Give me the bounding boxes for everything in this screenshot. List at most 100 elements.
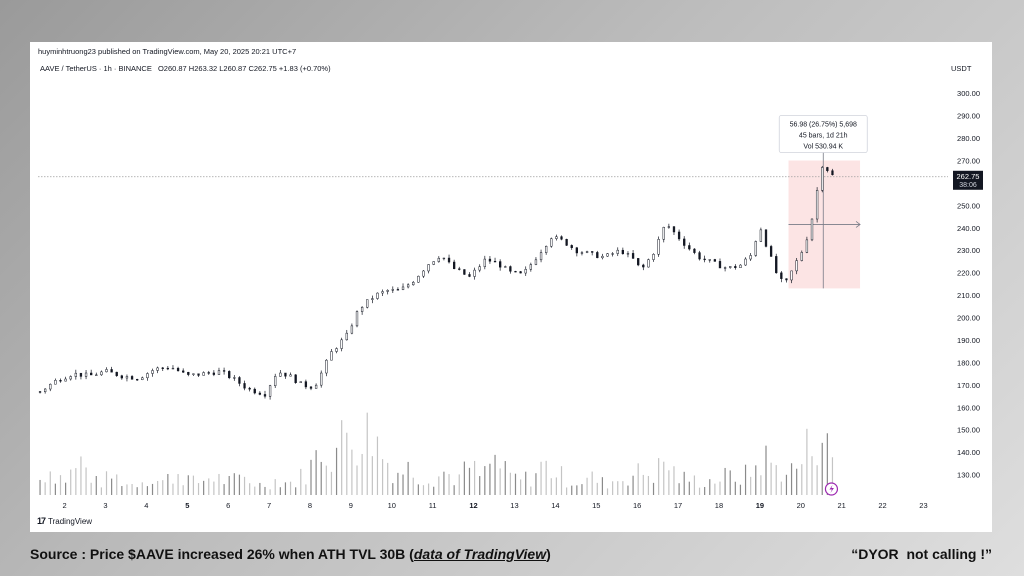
volume-bar bbox=[545, 460, 547, 495]
volume-bar bbox=[412, 477, 414, 495]
time-tick-label: 20 bbox=[797, 501, 805, 510]
volume-bar bbox=[177, 474, 179, 495]
candle-down bbox=[519, 271, 522, 274]
time-axis[interactable]: 2 3 4 5 6 7 8 9 10 11 12 13 14 15 16 17 18 19 20 21 22 23 bbox=[62, 501, 927, 510]
candle-up bbox=[739, 264, 742, 268]
candle-up bbox=[524, 269, 527, 274]
candle-up bbox=[320, 372, 323, 386]
price-tick-label: 190.00 bbox=[957, 336, 980, 345]
candle-down bbox=[228, 371, 231, 379]
volume-bar bbox=[596, 482, 598, 495]
time-tick-label: 16 bbox=[633, 501, 641, 510]
volume-bar bbox=[70, 469, 72, 495]
tradingview-logo[interactable]: 17 TradingView bbox=[37, 516, 92, 526]
volume-bar bbox=[443, 471, 445, 495]
candle-up bbox=[44, 388, 47, 393]
candle-up bbox=[723, 267, 727, 269]
volume-bar bbox=[397, 472, 399, 495]
price-axis[interactable]: 300.00290.00280.00270.00260.00250.00240.… bbox=[957, 89, 980, 479]
time-tick-label: 19 bbox=[756, 501, 764, 510]
volume-bar bbox=[300, 468, 302, 495]
volume-bar bbox=[724, 467, 726, 495]
candle-up bbox=[299, 381, 302, 383]
volume-bar bbox=[484, 466, 486, 495]
volume-bar bbox=[811, 456, 813, 495]
volume-bar bbox=[555, 477, 557, 495]
volume-bar bbox=[668, 470, 670, 495]
time-tick-label: 8 bbox=[308, 501, 312, 510]
volume-bar bbox=[392, 483, 394, 495]
candle-up bbox=[355, 311, 359, 327]
overlays: 56.98 (26.75%) 5,698 45 bars, 1d 21h Vol 5… bbox=[778, 115, 983, 496]
candle-down bbox=[212, 372, 216, 375]
price-chart[interactable]: 300.00290.00280.00270.00260.00250.00240.… bbox=[30, 42, 992, 532]
volume-bar bbox=[463, 461, 465, 495]
candle-up bbox=[427, 264, 430, 272]
volume-bar bbox=[167, 473, 169, 495]
candle-up bbox=[376, 292, 379, 299]
candle-down bbox=[136, 379, 139, 381]
candle-down bbox=[161, 367, 164, 369]
volume-bar bbox=[218, 473, 220, 495]
candle-up bbox=[340, 339, 343, 349]
price-tick-label: 250.00 bbox=[957, 201, 980, 210]
candle-up bbox=[611, 253, 614, 255]
candle-down bbox=[120, 375, 123, 379]
volume-bar bbox=[39, 479, 41, 495]
volume-bar bbox=[417, 484, 419, 495]
symbol-legend[interactable]: AAVE / TetherUS · 1h · BINANCE O260.87 H… bbox=[40, 64, 331, 73]
candle-up bbox=[49, 383, 52, 390]
currency-label[interactable]: USDT bbox=[951, 64, 972, 73]
candle-up bbox=[662, 226, 665, 240]
candle-up bbox=[95, 374, 98, 376]
volume-bar bbox=[381, 459, 384, 495]
candle-down bbox=[764, 229, 768, 247]
candle-down bbox=[621, 249, 625, 254]
volume-bar bbox=[688, 481, 690, 495]
time-tick-label: 15 bbox=[592, 501, 600, 510]
source-link[interactable]: data of TradingView bbox=[413, 546, 547, 562]
candle-countdown: 38:06 bbox=[959, 182, 977, 189]
volume-bar bbox=[361, 453, 363, 495]
tradingview-logo-icon: 17 bbox=[37, 516, 46, 526]
source-caption-suffix: ) bbox=[546, 546, 551, 562]
volume-bar bbox=[197, 483, 200, 495]
time-tick-label: 9 bbox=[349, 501, 353, 510]
volume-bar bbox=[499, 468, 501, 495]
symbol-name[interactable]: AAVE / TetherUS · 1h · BINANCE bbox=[40, 64, 152, 73]
measure-tooltip bbox=[778, 115, 868, 153]
candle-down bbox=[468, 274, 471, 277]
candle-up bbox=[125, 376, 129, 379]
disclaimer-caption: “DYOR not calling !” bbox=[851, 546, 992, 562]
time-tick-label: 4 bbox=[144, 501, 148, 510]
volume-bar bbox=[479, 476, 481, 495]
volume-bar bbox=[213, 481, 215, 495]
volume-bar bbox=[693, 475, 696, 495]
volume-bar bbox=[243, 476, 246, 495]
candle-down bbox=[396, 289, 400, 291]
volume-bar bbox=[566, 487, 568, 495]
volume-bar bbox=[371, 456, 373, 495]
volume-bar bbox=[136, 487, 138, 495]
volume-bar bbox=[606, 488, 609, 495]
candle-down bbox=[248, 387, 251, 390]
candle-up bbox=[381, 291, 384, 294]
candle-up bbox=[601, 255, 604, 259]
volume-bar bbox=[647, 475, 650, 495]
volume-bar bbox=[233, 473, 235, 495]
candle-up bbox=[391, 289, 394, 291]
tradingview-logo-text: TradingView bbox=[48, 516, 93, 526]
candle-down bbox=[785, 278, 788, 281]
candle-up bbox=[335, 348, 338, 352]
volume-bar bbox=[801, 464, 803, 495]
price-tick-label: 300.00 bbox=[957, 89, 980, 98]
candle-up bbox=[233, 377, 236, 379]
candle-down bbox=[775, 256, 778, 274]
volume-bar bbox=[330, 471, 333, 495]
volume-bar bbox=[422, 485, 425, 495]
candle-down bbox=[499, 261, 502, 268]
volume-bar bbox=[223, 484, 225, 495]
volume-bar bbox=[238, 474, 241, 495]
candle-up bbox=[325, 359, 328, 374]
candle-up bbox=[360, 307, 364, 312]
